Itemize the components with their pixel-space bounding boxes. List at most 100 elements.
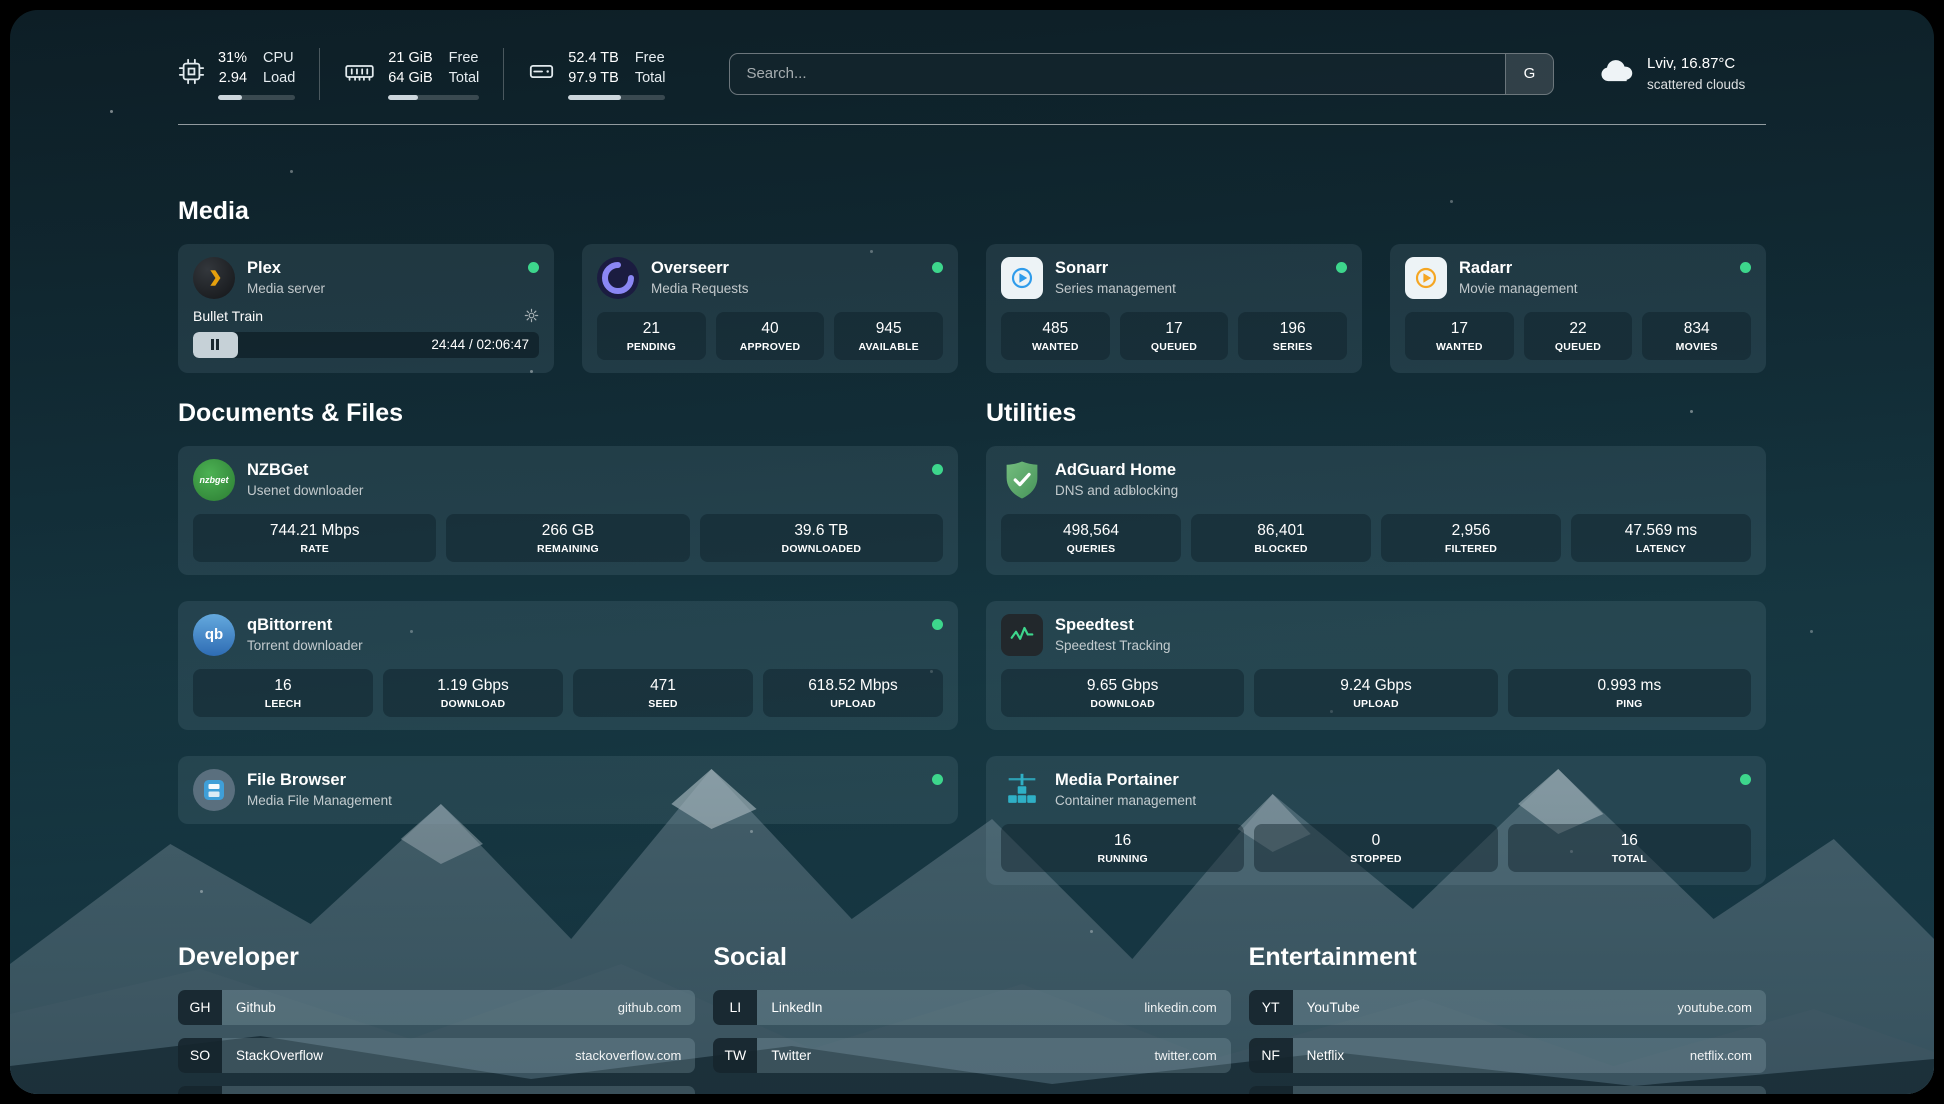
stat-total: 16 TOTAL [1507,823,1751,872]
nzbget-icon: nzbget [193,458,235,501]
disk-free: 52.4 TB [568,50,619,66]
bookmarks-grid: Developer GH Github github.com SO StackO… [178,943,1766,1094]
service-card-qbittorrent[interactable]: qb qBittorrent Torrent downloader 16 LEE… [178,600,958,730]
pause-icon [211,339,220,351]
bookmark-abbr: SO [178,1037,222,1073]
bookmark-abbr: TW [713,1037,758,1073]
stat-series: 196 SERIES [1238,311,1347,360]
cloud-icon [1598,58,1634,90]
media-grid: Plex Media server Bullet Train [178,243,1766,373]
service-description: Media Requests [651,281,749,297]
stat-wanted: 485 WANTED [1001,311,1110,360]
service-card-overseerr[interactable]: Overseerr Media Requests 21 PENDING 40 A… [582,243,958,373]
playback-pause-button[interactable] [193,331,238,358]
now-playing-title: Bullet Train [193,307,264,324]
service-card-nzbget[interactable]: nzbget NZBGet Usenet downloader 744.21 M… [178,445,958,575]
bookmark-linkedin[interactable]: LI LinkedIn linkedin.com [713,989,1231,1025]
service-description: Media server [247,281,326,297]
search-provider-button[interactable]: G [1505,53,1553,94]
stat-stopped: 0 STOPPED [1254,823,1498,872]
mountains-background [10,769,1934,1094]
stat-filtered: 2,956 FILTERED [1381,513,1561,562]
search-input[interactable] [730,53,1505,94]
stat-rate: 744.21 Mbps RATE [193,513,437,562]
bookmark-name: Netflix [1306,1047,1345,1063]
service-name: Speedtest [1055,616,1134,635]
service-description: Speedtest Tracking [1055,638,1171,654]
disk-progress-fill [568,94,621,100]
adguard-shield-icon [1001,459,1043,501]
weather-condition: scattered clouds [1647,76,1746,92]
status-online-dot [1740,261,1751,273]
stat-leech: 16 LEECH [193,668,373,717]
service-card-radarr[interactable]: Radarr Movie management 17 WANTED 22 QUE… [1390,243,1766,373]
service-name: File Browser [247,771,347,790]
memory-free: 21 GiB [388,50,433,66]
stat-wanted: 17 WANTED [1405,311,1514,360]
developer-heading: Developer [178,942,299,971]
bookmark-abbr: DT [178,1085,222,1094]
bookmark-twitter[interactable]: TW Twitter twitter.com [713,1037,1231,1073]
bookmark-github[interactable]: GH Github github.com [178,989,696,1025]
cpu-percent: 31% [218,50,248,66]
bookmark-url: twitter.com [1154,1047,1217,1063]
service-card-adguard[interactable]: AdGuard Home DNS and adblocking 498,564 … [986,445,1766,575]
stat-seed: 471 SEED [573,668,753,717]
service-card-portainer[interactable]: Media Portainer Container management 16 … [986,755,1766,885]
bookmark-abbr: NF [1248,1037,1293,1073]
bookmark-name: YouTube [1306,999,1360,1015]
bookmark-reddit[interactable]: RE Reddit reddit.com [1248,1085,1766,1094]
cpu-label-bottom: Load [263,70,296,87]
media-heading: Media [178,196,249,225]
section-documents-files: Documents & Files nzbget NZBGet Usenet d… [178,399,958,824]
bookmark-netflix[interactable]: NF Netflix netflix.com [1248,1037,1766,1073]
stat-queued: 22 QUEUED [1523,311,1633,360]
bookmark-stackoverflow[interactable]: SO StackOverflow stackoverflow.com [178,1037,696,1073]
qbittorrent-icon: qb [193,613,235,656]
service-name: AdGuard Home [1055,461,1177,480]
gear-icon[interactable] [524,308,539,323]
service-name: Sonarr [1055,259,1109,278]
cpu-progress-track [218,94,296,100]
service-description: Container management [1055,793,1197,809]
service-card-speedtest[interactable]: Speedtest Speedtest Tracking 9.65 Gbps D… [986,600,1766,730]
service-name: Overseerr [651,259,729,278]
service-card-plex[interactable]: Plex Media server Bullet Train [178,243,554,373]
snow-particles [110,110,113,113]
speedtest-icon [1001,613,1043,656]
documents-heading: Documents & Files [178,398,404,427]
bookmark-abbr: RE [1248,1085,1293,1094]
status-online-dot [932,261,943,273]
bookmark-name: StackOverflow [236,1047,324,1063]
stat-upload: 618.52 Mbps UPLOAD [763,668,943,717]
stat-download: 9.65 Gbps DOWNLOAD [1001,668,1245,717]
service-description: Series management [1055,281,1176,297]
bookmark-url: netflix.com [1689,1047,1752,1063]
dashboard-content: 31% 2.94 CPU Load [10,10,1934,1094]
memory-total: 64 GiB [388,70,433,87]
status-online-dot [932,463,943,475]
playback-time: 24:44 / 02:06:47 [431,337,529,353]
status-online-dot [932,618,943,630]
disk-monitor: 52.4 TB 97.9 TB Free Total [503,48,689,100]
middle-columns: Documents & Files nzbget NZBGet Usenet d… [178,399,1766,885]
bookmark-name: Github [236,999,276,1015]
bookmark-url: linkedin.com [1144,999,1217,1015]
disk-progress-track [568,94,666,100]
bookmark-youtube[interactable]: YT YouTube youtube.com [1248,989,1766,1025]
service-card-filebrowser[interactable]: File Browser Media File Management [178,755,958,824]
bookmark-group-developer: Developer GH Github github.com SO StackO… [178,942,696,1094]
cpu-monitor: 31% 2.94 CPU Load [178,48,319,100]
service-card-sonarr[interactable]: Sonarr Series management 485 WANTED 17 Q… [986,243,1362,373]
playback-progress-bar[interactable]: 24:44 / 02:06:47 [193,331,539,358]
stat-running: 16 RUNNING [1001,823,1245,872]
stat-remaining: 266 GB REMAINING [446,513,690,562]
sonarr-icon [1001,256,1043,299]
bookmark-dev[interactable]: DT DEV dev.to [178,1085,696,1094]
stat-queued: 17 QUEUED [1119,311,1229,360]
stat-available: 945 AVAILABLE [834,311,943,360]
service-description: Usenet downloader [247,483,364,499]
status-online-dot [1336,261,1347,273]
entertainment-heading: Entertainment [1248,942,1417,971]
bookmark-group-entertainment: Entertainment YT YouTube youtube.com NF … [1248,942,1766,1094]
